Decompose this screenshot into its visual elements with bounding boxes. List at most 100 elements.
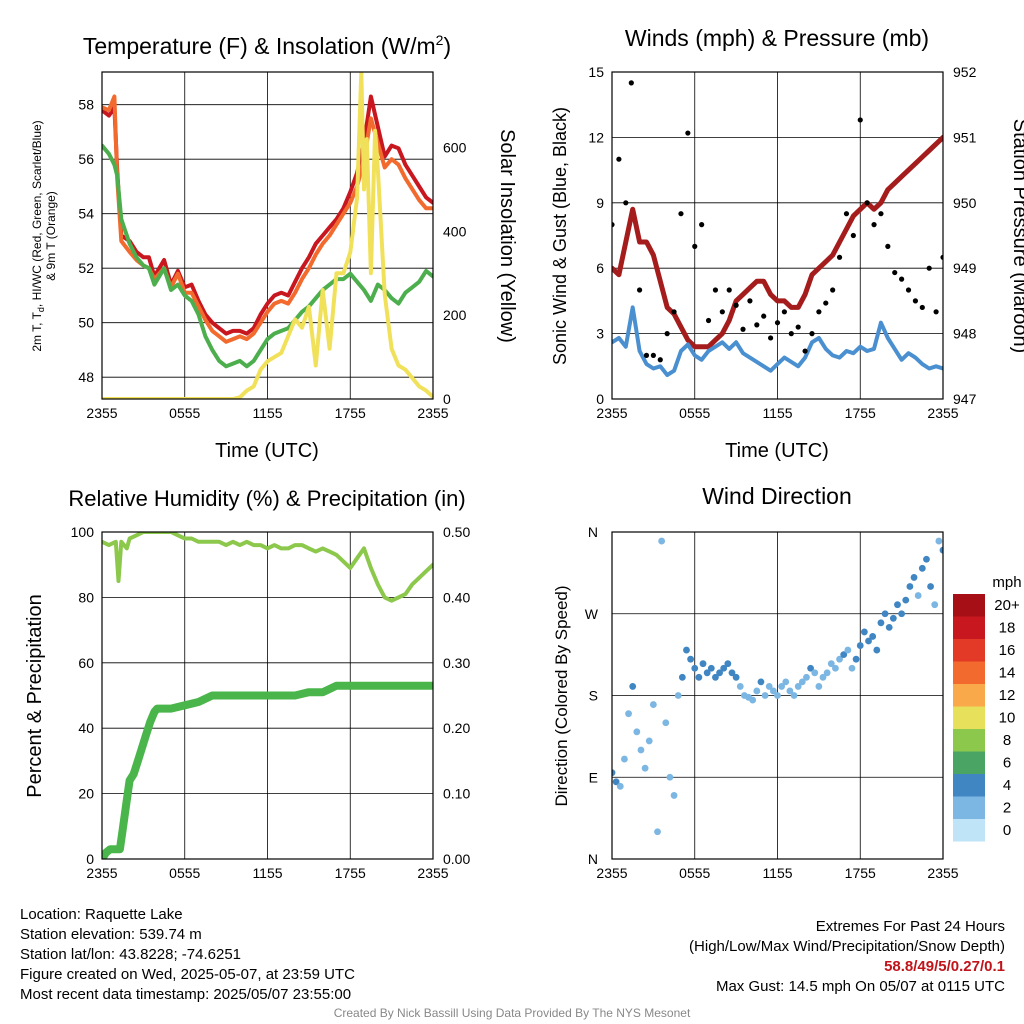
data-point (657, 357, 663, 363)
y-tick-label: N (588, 524, 598, 540)
data-point (927, 583, 934, 590)
data-point (674, 692, 682, 699)
data-point (803, 673, 810, 681)
location-text: Location: Raquette Lake (20, 906, 183, 923)
temperature-title: Temperature (F) & Insolation (W/m2) (83, 32, 451, 59)
legend-swatch (953, 751, 985, 774)
y-tick-label: 9 (596, 195, 604, 211)
data-point (794, 683, 802, 690)
data-point (864, 200, 870, 206)
y-right-tick-label: 0.10 (443, 786, 470, 802)
legend-swatch (953, 774, 985, 797)
legend-swatch (953, 796, 985, 819)
extremes-subtitle: (High/Low/Max Wind/Precipitation/Snow De… (689, 938, 1005, 955)
x-tick-label: 2355 (596, 865, 627, 881)
data-point (666, 773, 674, 781)
data-point (836, 655, 843, 663)
data-point (939, 546, 943, 554)
data-point (687, 655, 695, 663)
legend-label: 0 (1003, 822, 1011, 839)
data-point (719, 309, 725, 315)
data-point (768, 335, 774, 341)
data-point (843, 211, 850, 217)
data-point (899, 276, 905, 282)
y-right-tick-label: 948 (953, 326, 977, 342)
series-group (612, 537, 943, 836)
y-tick-label: N (588, 851, 598, 867)
legend-label: 8 (1003, 732, 1011, 749)
legend-swatch (953, 639, 985, 662)
temperature-xlabel: Time (UTC) (215, 440, 319, 462)
extremes-block: Extremes For Past 24 Hours (High/Low/Max… (689, 917, 1005, 997)
x-tick-label: 1755 (845, 405, 876, 421)
data-point (654, 828, 661, 836)
winds-ylabel-right: Station Pressure (Maroon) (1009, 119, 1024, 354)
x-tick-label: 2355 (596, 405, 627, 421)
plot-frame (611, 531, 944, 860)
y-tick-label: 0 (86, 851, 94, 867)
series-group (102, 72, 433, 399)
data-point (616, 782, 624, 790)
data-point (720, 664, 728, 672)
direction-title: Wind Direction (702, 483, 852, 509)
title-text: Temperature (F) & Insolation (W/m (83, 33, 436, 59)
legend-label: 2 (1003, 800, 1011, 817)
x-tick-label: 2355 (927, 865, 958, 881)
data-point (836, 254, 843, 260)
data-point (712, 287, 719, 293)
data-point (728, 669, 736, 677)
plot-frame (101, 71, 434, 400)
data-point (650, 352, 656, 358)
y-right-tick-label: 0.00 (443, 851, 470, 867)
data-point (823, 669, 831, 677)
y-right-tick-label: 400 (443, 223, 467, 239)
data-point (902, 596, 910, 604)
y-tick-label: 60 (78, 655, 94, 671)
y-tick-label: 0 (596, 391, 604, 407)
y-right-tick-label: 952 (953, 64, 977, 80)
data-point (633, 728, 641, 736)
series-line (102, 532, 433, 603)
y-tick-label: 54 (78, 206, 94, 222)
data-point (795, 324, 801, 330)
data-point (625, 710, 632, 718)
y-tick-label: 52 (78, 260, 94, 276)
data-point (830, 287, 836, 293)
data-point (802, 348, 808, 354)
data-point (637, 746, 645, 754)
data-point (819, 673, 827, 681)
data-point (885, 243, 891, 249)
data-point (815, 683, 823, 690)
elevation-text: Station elevation: 539.74 m (20, 926, 202, 943)
legend-label: 4 (1003, 777, 1011, 794)
series-group (102, 532, 433, 859)
data-point (840, 651, 848, 659)
legend-swatch (953, 616, 985, 639)
credit-text: Created By Nick Bassill Using Data Provi… (333, 1006, 691, 1020)
data-point (823, 300, 829, 306)
y-tick-label: 56 (78, 151, 94, 167)
legend-label: 16 (999, 642, 1016, 659)
data-point (703, 669, 711, 677)
data-point (856, 642, 864, 649)
data-point (645, 737, 653, 745)
y-tick-label: 20 (78, 786, 94, 802)
data-point (774, 692, 781, 699)
data-point (664, 331, 670, 337)
winds-ylabel-left: Sonic Wind & Gust (Blue, Black) (550, 107, 570, 365)
y-tick-label: S (589, 688, 598, 704)
data-point (712, 673, 719, 681)
data-point (912, 298, 919, 304)
winds-xlabel: Time (UTC) (725, 440, 829, 462)
series-line (612, 134, 943, 350)
data-point (786, 687, 794, 695)
legend-label: 10 (999, 710, 1016, 727)
data-point (923, 555, 930, 563)
x-tick-label: 0555 (169, 405, 200, 421)
data-point (732, 673, 740, 681)
data-point (761, 313, 767, 319)
data-point (671, 309, 677, 315)
data-point (628, 80, 634, 86)
legend-label: 20+ (994, 597, 1020, 614)
